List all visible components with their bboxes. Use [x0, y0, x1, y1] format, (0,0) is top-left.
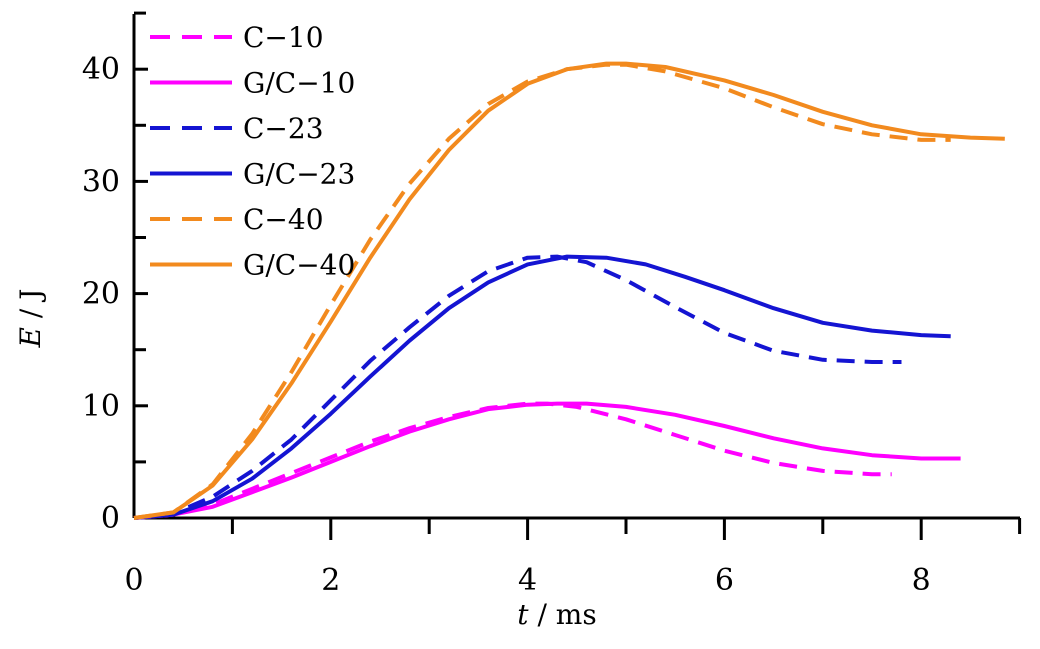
y-tick-label: 10 [82, 389, 120, 424]
series-line-1 [133, 401, 961, 520]
series-line-0 [133, 401, 892, 520]
y-axis-label: E / J [14, 289, 47, 349]
legend-label: C−10 [243, 21, 324, 54]
y-tick-label: 40 [82, 52, 120, 87]
y-tick-label: 30 [82, 164, 120, 199]
series-line-4 [133, 62, 951, 520]
axes: 0 10 20 30 40 0 2 4 6 8 [82, 11, 1022, 598]
legend: C−10 G/C−10 C−23 G/C−23 C−40 G/C−40 [150, 21, 355, 282]
legend-label: G/C−40 [243, 249, 355, 282]
y-tick-label: 0 [101, 501, 120, 536]
series-line-3 [133, 254, 951, 520]
x-tick-label: 6 [715, 563, 734, 598]
legend-label: G/C−10 [243, 67, 355, 100]
x-tick-label: 8 [912, 563, 931, 598]
x-tick-label: 0 [124, 563, 143, 598]
series-layer [133, 61, 1005, 520]
x-tick-label: 2 [321, 563, 340, 598]
y-axis-unit: / J [14, 289, 47, 327]
x-axis-variable: t [517, 598, 529, 631]
x-tick-label: 4 [518, 563, 537, 598]
y-tick-label: 20 [82, 277, 120, 312]
legend-label: C−23 [243, 112, 324, 145]
x-axis-unit: / ms [529, 598, 597, 631]
x-axis-label: t / ms [517, 598, 596, 631]
series-line-5 [133, 61, 1005, 520]
y-axis-variable: E [14, 327, 47, 348]
legend-label: C−40 [243, 203, 324, 236]
series-line-2 [133, 254, 902, 520]
legend-label: G/C−23 [243, 158, 355, 191]
